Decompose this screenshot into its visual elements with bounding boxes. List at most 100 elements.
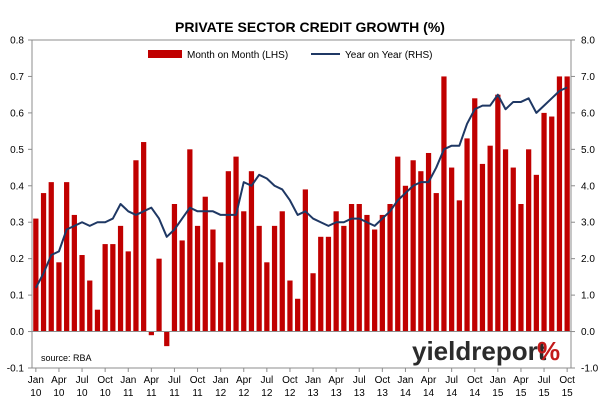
bar-month-on-month [279,211,285,332]
x-tick-label-month: Apr [513,375,529,386]
bar-month-on-month [110,244,116,332]
x-tick-label-year: 10 [30,388,42,399]
x-tick-label-year: 11 [192,388,203,399]
bar-month-on-month [194,225,201,332]
x-tick-label-month: Jan [490,375,506,386]
y-right-tick-label: 7.0 [581,72,595,83]
bar-month-on-month [556,76,563,332]
x-tick-label-year: 11 [146,388,157,399]
x-tick-label-month: Jan [213,375,229,386]
bar-month-on-month [356,204,362,332]
y-left-tick-label: 0.7 [10,72,24,83]
x-tick-label-year: 14 [469,388,481,399]
bar-month-on-month [256,225,262,332]
bar-month-on-month [171,204,178,332]
x-tick-label-month: Jul [260,375,273,386]
bar-month-on-month [102,244,108,332]
bar-month-on-month [218,262,224,332]
x-tick-label-year: 15 [538,388,550,399]
bar-month-on-month [94,309,101,332]
bar-month-on-month [79,255,85,332]
x-tick-label-year: 13 [377,388,389,399]
x-tick-label-month: Jul [168,375,181,386]
bar-month-on-month [333,211,339,332]
x-tick-label-year: 15 [562,388,574,399]
line-year-on-year [34,86,568,289]
y-left-tick-label: 0.6 [10,108,24,119]
bar-month-on-month [310,273,316,332]
x-tick-label-month: Jan [28,375,44,386]
bar-month-on-month [248,171,255,332]
x-tick-label-year: 12 [284,388,296,399]
bar-month-on-month [125,251,131,332]
axes: -0.1 0.0 0.1 0.2 0.3 0.4 0.5 0.6 0.7 0.8 -1.0 0.0 1.… [7,36,599,400]
bar-month-on-month [187,149,193,332]
bar-month-on-month [325,236,332,332]
bar-month-on-month [233,156,239,332]
bar-month-on-month [241,211,247,332]
bar-month-on-month [549,116,555,332]
bar-month-on-month [387,204,393,332]
bar-month-on-month [202,196,208,332]
bar-month-on-month [564,76,570,332]
x-tick-label-year: 13 [307,388,319,399]
x-tick-label-year: 13 [354,388,366,399]
bar-month-on-month [526,149,532,332]
bar-month-on-month [456,200,462,332]
brand-percent-symbol: % [537,336,560,366]
bar-month-on-month [117,225,124,332]
bar-month-on-month [395,156,401,332]
bar-month-on-month [287,280,293,332]
bar-month-on-month [425,152,432,332]
bar-month-on-month [418,171,424,332]
bar-month-on-month [341,225,347,332]
bar-month-on-month [379,214,385,332]
bar-month-on-month [33,218,39,332]
y-right-tick-label: 4.0 [581,181,595,192]
x-tick-label-month: Jan [397,375,413,386]
y-left-tick-label: 0.2 [10,254,24,265]
bar-month-on-month [164,331,170,347]
bar-month-on-month [487,145,493,332]
bar-month-on-month [402,185,409,332]
bar-month-on-month [156,258,162,332]
y-right-tick-label: 2.0 [581,254,595,265]
legend-label-yoy: Year on Year (RHS) [345,50,432,61]
y-left-tick-label: 0.4 [10,181,24,192]
x-tick-label-year: 10 [100,388,112,399]
bar-month-on-month [479,163,486,332]
bar-month-on-month [464,138,470,332]
legend-swatch-mom [148,50,182,58]
x-tick-label-month: Jan [120,375,136,386]
x-tick-label-month: Jul [76,375,89,386]
bar-month-on-month [495,94,501,332]
bar-month-on-month [225,171,231,332]
brand-name: yieldreport [412,336,547,366]
x-tick-label-month: Jul [538,375,551,386]
x-tick-label-year: 12 [261,388,273,399]
legend-label-mom: Month on Month (LHS) [187,50,288,61]
y-left-tick-label: 0.8 [10,36,24,47]
y-right-tick-label: -1.0 [581,364,599,375]
x-tick-label-month: Oct [282,375,298,386]
x-tick-label-year: 14 [423,388,435,399]
y-right-tick-label: 5.0 [581,145,595,156]
bar-month-on-month [364,214,370,332]
y-right-tick-label: 1.0 [581,291,595,302]
bar-month-on-month [179,240,185,332]
y-right-tick-label: 8.0 [581,36,595,47]
x-tick-label-year: 13 [331,388,343,399]
plot-frame [31,39,572,369]
bar-month-on-month [441,76,447,332]
x-tick-label-year: 12 [238,388,250,399]
x-tick-label-month: Apr [51,375,67,386]
x-tick-label-year: 14 [446,388,458,399]
x-tick-label-year: 15 [515,388,527,399]
bar-month-on-month [56,262,62,332]
x-tick-label-year: 15 [492,388,504,399]
y-left-tick-label: 0.1 [10,291,24,302]
legend: Month on Month (LHS) Year on Year (RHS) [148,50,432,61]
y-left-tick-label: -0.1 [7,364,25,375]
bar-month-on-month [264,262,270,332]
